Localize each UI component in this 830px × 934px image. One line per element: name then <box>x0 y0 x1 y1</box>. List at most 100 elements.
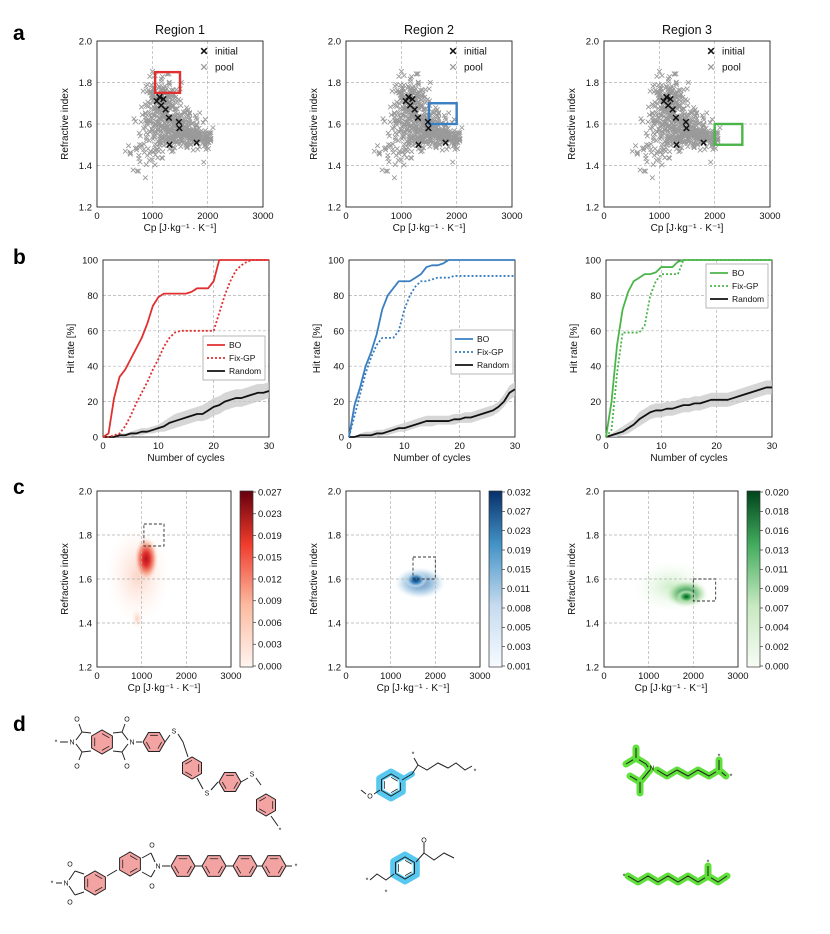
x-tick-label: 0 <box>100 441 105 452</box>
alkyl-chain <box>627 875 728 883</box>
pool-point <box>651 120 657 126</box>
pool-point <box>407 127 413 133</box>
pool-point <box>371 148 377 154</box>
pool-point <box>173 87 180 93</box>
gridlines <box>604 491 738 667</box>
pool-point <box>170 148 176 154</box>
ring-double-bonds <box>221 774 239 789</box>
atom-label: S <box>205 791 210 798</box>
initial-point <box>165 114 173 122</box>
colorbar-tick-label: 0.013 <box>765 545 789 556</box>
y-axis-label: Hit rate [%] <box>312 324 323 374</box>
pool-point <box>401 133 407 139</box>
gridlines <box>97 491 231 667</box>
pool-point <box>637 167 643 173</box>
y-tick-label: 20 <box>590 397 601 408</box>
pool-point <box>430 110 437 116</box>
colorbar-tick-label: 0.000 <box>765 661 789 672</box>
colorbar-tick-label: 0.027 <box>258 487 282 498</box>
pool-point <box>638 116 644 122</box>
atom-label: * <box>55 740 58 747</box>
hit-rate-plot-3: 0 10 20 30 0 20 40 60 80 100 Number of cycles Hit r… <box>569 256 777 465</box>
pool-point <box>170 134 176 140</box>
pool-point <box>702 146 708 152</box>
pool-point <box>402 128 408 135</box>
series-fixgp-line <box>103 259 269 438</box>
bond <box>360 789 367 795</box>
pool-point <box>408 133 415 139</box>
initial-point <box>683 124 690 132</box>
pool-point <box>161 142 167 149</box>
atom-label: O <box>74 764 80 771</box>
molecule-r3-diisopropylamine: N * * <box>622 744 733 797</box>
legend: initial pool <box>707 47 745 74</box>
pool-point <box>673 71 679 77</box>
benzene-ring <box>261 855 287 877</box>
pool-point <box>406 140 412 146</box>
pool-point <box>390 149 396 156</box>
initial-point <box>193 139 200 147</box>
ring-double-bonds <box>265 858 283 874</box>
pool-point <box>634 149 641 155</box>
bond <box>141 852 152 859</box>
y-tick-label: 20 <box>87 397 98 408</box>
colorbar-tick-label: 0.008 <box>507 603 531 614</box>
pool-point <box>666 74 673 80</box>
x-tick-label: 1000 <box>131 671 152 682</box>
pool-point <box>399 136 405 142</box>
y-axis-label: Refractive index <box>309 543 320 615</box>
benzene-ring <box>142 732 166 752</box>
pool-point <box>451 142 457 148</box>
benzene-ring <box>218 772 242 792</box>
legend-pool-marker <box>200 63 208 71</box>
pool-point <box>649 175 656 181</box>
bond <box>240 777 249 783</box>
pool-point <box>135 168 142 174</box>
scatter-plot-1: Region 1 0 1000 2000 3000 1.2 1.4 1.6 1.8 2.0 Cp [… <box>60 23 274 234</box>
pool-point <box>696 120 702 127</box>
pool-point <box>200 119 206 126</box>
colorbar-tick-label: 0.011 <box>765 565 788 576</box>
pool-point <box>146 157 152 163</box>
legend: BO Fix-GP Random <box>450 329 514 375</box>
scatter-plot-3: Region 3 0 1000 2000 3000 1.2 1.4 1.6 1.8 2.0 Cp [… <box>567 23 781 234</box>
atom-label: O <box>421 838 427 845</box>
pool-point <box>415 71 421 77</box>
y-tick-label: 1.2 <box>79 663 92 674</box>
bond <box>112 731 123 734</box>
y-tick-label: 100 <box>328 256 344 267</box>
colorbar-gradient <box>239 490 254 668</box>
bond <box>121 723 126 733</box>
pool-point <box>182 113 189 120</box>
pool-point <box>137 159 143 165</box>
atom-label: N <box>63 881 68 888</box>
pool-point <box>401 104 407 111</box>
pool-point <box>700 115 706 121</box>
pool-point <box>395 118 402 125</box>
density-plot-3: 0 1000 2000 3000 1.2 1.4 1.6 1.8 2.0 Cp [J·kg⁻¹ ·… <box>567 487 789 695</box>
pool-point <box>399 85 405 92</box>
ring-double-bonds <box>383 776 398 794</box>
atom-label: O <box>149 884 155 891</box>
ring-double-bonds <box>185 759 200 777</box>
bond <box>81 750 92 753</box>
x-tick-label: 2000 <box>176 671 197 682</box>
pool-point <box>391 101 397 107</box>
colorbar-tick-label: 0.020 <box>765 487 789 498</box>
y-tick-label: 1.2 <box>328 203 341 214</box>
target-region-box <box>427 102 458 126</box>
pool-point <box>186 110 193 116</box>
pool-point <box>709 116 715 122</box>
atom-label: * <box>385 890 388 897</box>
pool-point <box>647 88 653 94</box>
colorbar-tick-label: 0.023 <box>507 526 531 537</box>
panel-label-b: b <box>13 246 26 269</box>
bond <box>68 885 76 896</box>
pool-point <box>673 80 679 86</box>
series-random-line <box>605 386 772 438</box>
atom-label: O <box>149 843 155 850</box>
pool-point <box>427 139 433 145</box>
pool-point <box>158 128 164 134</box>
legend-pool-label: pool <box>215 63 234 74</box>
pool-point <box>655 114 661 121</box>
